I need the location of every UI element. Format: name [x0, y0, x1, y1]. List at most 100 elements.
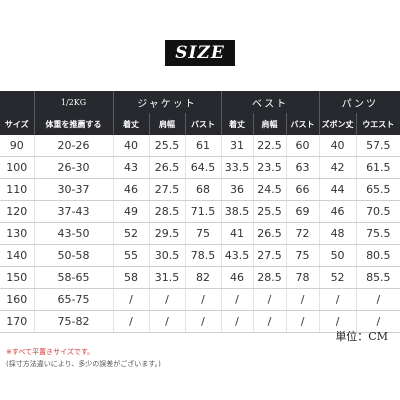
table-cell: 28.5 [148, 200, 185, 223]
table-cell: 90 [0, 135, 34, 157]
table-row: 110 30-37 46 27.5 68 36 24.5 66 44 65.5 [0, 178, 400, 201]
table-cell: 31 [220, 135, 254, 157]
header-jacket-shoulder: 肩幅 [148, 113, 185, 135]
table-cell: / [112, 288, 149, 311]
table-cell: 43.5 [220, 244, 254, 267]
header-jacket-length: 着丈 [112, 113, 149, 135]
table-cell: 71.5 [184, 200, 222, 223]
table-cell: / [318, 288, 357, 311]
table-cell: 40 [318, 135, 357, 157]
table-cell: 61 [184, 135, 222, 157]
table-cell: 160 [0, 288, 34, 311]
table-cell: 70.5 [355, 200, 400, 223]
table-cell: 43 [112, 156, 149, 179]
table-cell: 40 [112, 135, 149, 157]
table-cell: 55 [112, 244, 149, 267]
table-cell: 58 [112, 266, 149, 289]
table-cell: 170 [0, 310, 34, 333]
table-cell: 42 [318, 156, 357, 179]
table-cell: 82 [184, 266, 222, 289]
table-cell: 57.5 [355, 135, 400, 157]
table-row: 150 58-65 58 31.5 82 46 28.5 78 52 85.5 [0, 266, 400, 289]
table-cell: 37-43 [33, 200, 113, 223]
header-pants-waist: ウエスト [355, 113, 400, 135]
table-cell: 33.5 [220, 156, 254, 179]
group-header-row: 1/2KG ジャケット ベスト パンツ [0, 91, 400, 113]
table-cell: 140 [0, 244, 34, 267]
table-cell: / [355, 288, 400, 311]
size-chart-table: 1/2KG ジャケット ベスト パンツ サイズ 体重を推薦する 着丈 肩幅 バス… [0, 91, 400, 333]
table-cell: 110 [0, 178, 34, 201]
size-table-body: 90 20-26 40 25.5 61 31 22.5 60 40 57.5 100 26-30 43 2… [0, 135, 400, 333]
table-row: 120 37-43 49 28.5 71.5 38.5 25.5 69 46 70.5 [0, 200, 400, 223]
sub-header-row: サイズ 体重を推薦する 着丈 肩幅 バスト 着丈 肩幅 バスト ズボン丈 ウエス… [0, 113, 400, 135]
table-row: 160 65-75// / / / / / / [0, 288, 400, 311]
table-cell: 26.5 [252, 222, 287, 245]
table-cell: / [220, 310, 254, 333]
header-recommended-weight: 体重を推薦する [33, 113, 113, 135]
table-cell: 25.5 [252, 200, 287, 223]
size-title: SIZE [165, 40, 235, 66]
table-cell: 20-26 [33, 135, 113, 157]
table-cell: / [220, 288, 254, 311]
header-pants-group: パンツ [318, 91, 400, 113]
table-cell: 75 [285, 244, 320, 267]
table-cell: 46 [318, 200, 357, 223]
table-cell: / [252, 310, 287, 333]
header-unit-cell: 1/2KG [33, 91, 113, 113]
table-cell: 120 [0, 200, 34, 223]
table-cell: 100 [0, 156, 34, 179]
table-cell: / [285, 288, 320, 311]
table-cell: 72 [285, 222, 320, 245]
table-cell: 27.5 [252, 244, 287, 267]
table-cell: 78.5 [184, 244, 222, 267]
table-cell: 150 [0, 266, 34, 289]
table-row: 90 20-26 40 25.5 61 31 22.5 60 40 57.5 [0, 135, 400, 157]
header-vest-length: 着丈 [220, 113, 254, 135]
table-cell: 30.5 [148, 244, 185, 267]
table-cell: 52 [318, 266, 357, 289]
table-cell: 24.5 [252, 178, 287, 201]
table-cell: 49 [112, 200, 149, 223]
table-cell: 46 [220, 266, 254, 289]
table-cell: 66 [285, 178, 320, 201]
table-cell: 63 [285, 156, 320, 179]
unit-note: 単位：CM [335, 330, 388, 343]
table-cell: 65.5 [355, 178, 400, 201]
table-cell: / [285, 310, 320, 333]
table-cell: 69 [285, 200, 320, 223]
table-cell: / [252, 288, 287, 311]
header-vest-group: ベスト [220, 91, 320, 113]
table-cell: / [148, 288, 185, 311]
header-vest-shoulder: 肩幅 [252, 113, 287, 135]
table-cell: 38.5 [220, 200, 254, 223]
table-cell: / [112, 310, 149, 333]
table-cell: 26-30 [33, 156, 113, 179]
table-cell: 80.5 [355, 244, 400, 267]
table-cell: 31.5 [148, 266, 185, 289]
table-cell: 75-82 [33, 310, 113, 333]
table-cell: 27.5 [148, 178, 185, 201]
table-cell: 60 [285, 135, 320, 157]
table-cell: 50-58 [33, 244, 113, 267]
table-cell: 23.5 [252, 156, 287, 179]
table-cell: 85.5 [355, 266, 400, 289]
table-cell: 68 [184, 178, 222, 201]
table-row: 130 43-50 52 29.5 75 41 26.5 72 48 75.5 [0, 222, 400, 245]
table-cell: 48 [318, 222, 357, 245]
table-cell: / [355, 310, 400, 333]
header-blank-cell [0, 91, 34, 113]
table-cell: 26.5 [148, 156, 185, 179]
table-row: 100 26-30 43 26.5 64.5 33.5 23.5 63 42 61.5 [0, 156, 400, 179]
table-cell: 61.5 [355, 156, 400, 179]
table-cell: 52 [112, 222, 149, 245]
measurement-error-note: (採寸方法違いにより、多少の誤差がございます。) [6, 360, 161, 368]
table-cell: 41 [220, 222, 254, 245]
table-cell: 130 [0, 222, 34, 245]
table-cell: 43-50 [33, 222, 113, 245]
table-cell: 36 [220, 178, 254, 201]
table-cell: 65-75 [33, 288, 113, 311]
table-cell: / [318, 310, 357, 333]
table-cell: 22.5 [252, 135, 287, 157]
table-row: 170 75-82// / / / / / / [0, 310, 400, 333]
